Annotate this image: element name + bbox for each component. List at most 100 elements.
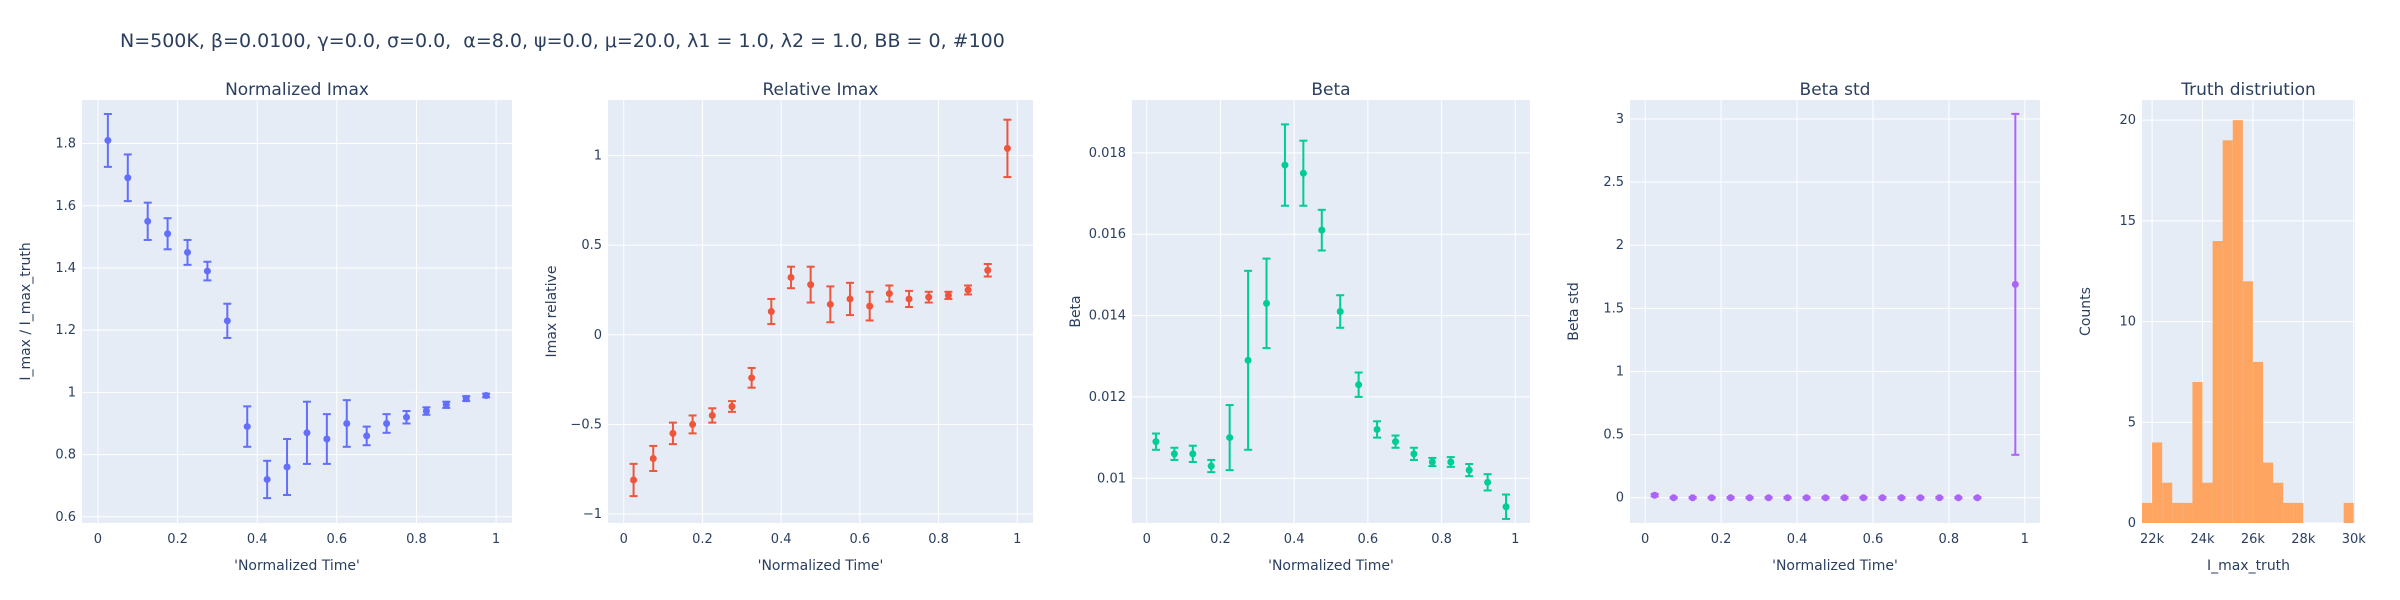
data-point — [1840, 494, 1848, 502]
data-point — [402, 413, 410, 421]
x-tick-label: 0.8 — [406, 532, 427, 547]
data-point — [1878, 494, 1886, 502]
data-point — [846, 295, 854, 303]
x-tick-label: 0.6 — [326, 532, 347, 547]
histogram-bar — [2222, 140, 2233, 524]
x-tick-label: 0.2 — [692, 532, 713, 547]
data-point — [1897, 494, 1905, 502]
histogram-bar — [2162, 482, 2173, 523]
subplot-1: 0 0.2 0.4 0.6 0.8 1 0.6 0.8 1 1.2 1.4 1.6 1.8 Normali… — [18, 80, 512, 574]
subplot-4: 0 0.2 0.4 0.6 0.8 1 0 0.5 1 1.5 2 2.5 3 Beta std 'Norm… — [1566, 80, 2040, 574]
data-point — [944, 291, 952, 299]
x-tick-label: 0.6 — [850, 532, 871, 547]
x-tick-label: 0.8 — [1939, 532, 1960, 547]
data-point — [2011, 280, 2019, 288]
histogram-bar — [2283, 502, 2294, 523]
data-point — [1170, 450, 1178, 458]
data-point — [1318, 226, 1326, 234]
y-tick-label: 0 — [2128, 516, 2136, 531]
data-point — [807, 281, 815, 289]
y-axis-title: I_max / I_max_truth — [18, 242, 34, 380]
x-tick-label: 28k — [2291, 532, 2316, 547]
data-point — [1916, 494, 1924, 502]
y-tick-label: 1.5 — [1603, 301, 1624, 316]
y-tick-label: 1.6 — [55, 199, 76, 214]
y-tick-label: 0 — [1616, 491, 1624, 506]
x-tick-label: 24k — [2190, 532, 2215, 547]
data-point — [144, 217, 152, 225]
data-point — [1207, 462, 1215, 470]
data-point — [263, 475, 271, 483]
y-tick-label: 0.8 — [55, 448, 76, 463]
data-point — [1355, 381, 1363, 389]
data-point — [630, 476, 638, 484]
y-tick-label: 1.8 — [55, 137, 76, 152]
subplot-title: Beta std — [1800, 80, 1871, 100]
histogram-bar — [2252, 361, 2263, 523]
data-point — [1651, 491, 1659, 499]
data-point — [826, 300, 834, 308]
data-point — [442, 401, 450, 409]
plot-area — [608, 100, 1033, 523]
data-point — [787, 273, 795, 281]
y-axis-title: Beta — [1068, 295, 1084, 327]
histogram-bar — [2262, 462, 2274, 523]
histogram-bar — [2293, 502, 2304, 523]
data-point — [1859, 494, 1867, 502]
y-tick-label: 1 — [594, 149, 602, 164]
data-point — [866, 302, 874, 310]
histogram-bar — [2192, 382, 2203, 523]
x-axis-title: 'Normalized Time' — [1772, 558, 1898, 574]
data-point — [1973, 494, 1981, 502]
data-point — [767, 308, 775, 315]
data-point — [1784, 494, 1792, 502]
x-tick-label: 0.2 — [1210, 532, 1231, 547]
y-tick-label: −1 — [583, 507, 602, 522]
histogram-bar — [2182, 502, 2193, 523]
x-tick-label: 26k — [2241, 532, 2266, 547]
x-tick-label: 0 — [1641, 532, 1649, 547]
data-point — [1410, 450, 1418, 458]
x-tick-label: 1 — [1511, 532, 1519, 547]
x-tick-label: 22k — [2140, 532, 2165, 547]
y-tick-label: 2 — [1616, 238, 1624, 253]
plot-area — [1630, 100, 2040, 523]
data-point — [422, 407, 430, 415]
data-point — [1391, 438, 1399, 446]
data-point — [728, 402, 736, 410]
data-point — [1954, 494, 1962, 502]
x-tick-label: 0 — [620, 532, 628, 547]
histogram-bar — [2273, 482, 2284, 523]
data-point — [383, 419, 391, 427]
x-tick-label: 1 — [1013, 532, 1021, 547]
y-tick-label: 0 — [594, 328, 602, 343]
data-point — [124, 174, 132, 182]
y-tick-label: 15 — [2119, 214, 2136, 229]
x-tick-label: 0.8 — [1431, 532, 1452, 547]
x-tick-label: 0.4 — [247, 532, 268, 547]
x-tick-label: 0.6 — [1358, 532, 1379, 547]
x-axis-title: 'Normalized Time' — [234, 558, 360, 574]
histogram-bar — [2242, 281, 2253, 523]
y-tick-label: 0.016 — [1089, 227, 1126, 242]
y-tick-label: 0.014 — [1089, 309, 1126, 324]
data-point — [885, 290, 893, 298]
subplot-2: 0 0.2 0.4 0.6 0.8 1 −1 −0.5 0 0.5 1 Relative Imax 'N… — [544, 80, 1033, 574]
data-point — [1244, 356, 1252, 364]
data-point — [323, 435, 331, 443]
data-point — [243, 423, 251, 431]
data-point — [905, 295, 913, 303]
data-point — [303, 429, 311, 437]
subplot-3: 0 0.2 0.4 0.6 0.8 1 0.01 0.012 0.014 0.016 0.018 Be… — [1068, 80, 1530, 574]
x-tick-label: 0 — [1143, 532, 1151, 547]
histogram-bar — [2142, 502, 2153, 523]
subplot-title: Beta — [1311, 80, 1350, 100]
data-point — [343, 419, 351, 427]
data-point — [1373, 425, 1381, 433]
y-tick-label: 3 — [1616, 112, 1624, 127]
data-point — [1281, 161, 1289, 169]
x-axis-title: 'Normalized Time' — [1268, 558, 1394, 574]
x-tick-label: 0.6 — [1863, 532, 1884, 547]
data-point — [1708, 494, 1716, 502]
